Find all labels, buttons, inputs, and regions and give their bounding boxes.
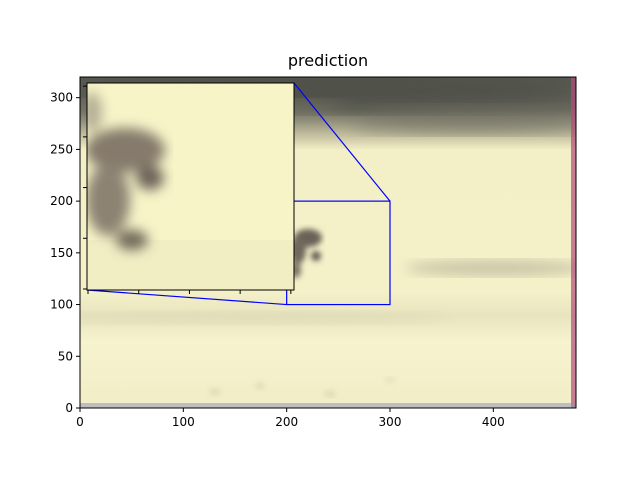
y-tick-label: 300 <box>50 91 73 105</box>
axes: 0 100 200 300 400 0 50 100 150 200 250 300 <box>50 91 505 429</box>
inset-frame <box>86 82 295 291</box>
zoom-connector-top <box>293 82 391 202</box>
x-tick-label: 400 <box>482 415 505 429</box>
y-tick-label: 100 <box>50 298 73 312</box>
y-tick-label: 250 <box>50 142 73 156</box>
y-tick-label: 200 <box>50 194 73 208</box>
y-tick-label: 0 <box>65 401 73 415</box>
y-tick-label: 150 <box>50 246 73 260</box>
chart-title: prediction <box>287 51 369 70</box>
axes-frame <box>79 76 577 409</box>
zoom-connector-bottom <box>86 289 287 306</box>
y-tick-label: 50 <box>58 349 73 363</box>
inset-ticks <box>83 85 292 294</box>
x-tick-label: 300 <box>379 415 402 429</box>
inset-axes <box>83 82 295 294</box>
x-tick-label: 0 <box>76 415 84 429</box>
dog-shape <box>290 229 322 278</box>
zoom-indicator <box>86 82 391 306</box>
x-tick-label: 100 <box>172 415 195 429</box>
x-tick-label: 200 <box>275 415 298 429</box>
inset-dog-shape <box>87 92 165 250</box>
